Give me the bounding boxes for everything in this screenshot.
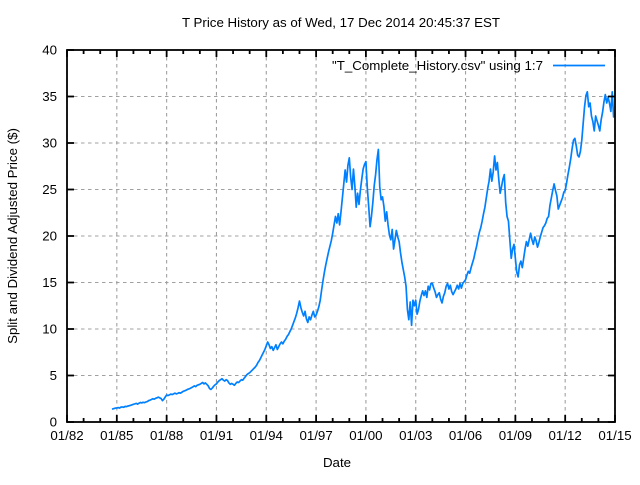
x-tick-label: 01/94 (250, 428, 283, 443)
tick-labels: 01/82 01/85 01/88 01/91 01/94 01/97 01/00 01/03… (42, 43, 631, 444)
x-tick-label: 01/00 (349, 428, 382, 443)
y-tick-label: 25 (42, 182, 57, 197)
y-axis-label: Split and Dividend Adjusted Price ($) (5, 128, 20, 344)
x-tick-label: 01/12 (549, 428, 582, 443)
gridlines (66, 50, 616, 422)
price-line-series (111, 91, 615, 410)
y-tick-label: 35 (42, 89, 57, 104)
axis-ticks (66, 49, 616, 423)
x-tick-label: 01/82 (50, 428, 83, 443)
x-tick-label: 01/09 (499, 428, 532, 443)
x-tick-label: 01/88 (150, 428, 183, 443)
x-tick-label: 01/15 (598, 428, 631, 443)
x-tick-label: 01/03 (399, 428, 432, 443)
x-tick-label: 01/97 (299, 428, 332, 443)
y-tick-label: 30 (42, 136, 57, 151)
y-tick-label: 5 (50, 368, 57, 383)
y-tick-label: 10 (42, 322, 57, 337)
y-tick-label: 20 (42, 229, 57, 244)
x-tick-label: 01/85 (100, 428, 133, 443)
x-tick-label: 01/06 (449, 428, 482, 443)
y-tick-label: 15 (42, 275, 57, 290)
y-tick-label: 0 (50, 415, 57, 430)
x-tick-label: 01/91 (200, 428, 233, 443)
y-tick-label: 40 (42, 43, 57, 58)
x-axis-label: Date (323, 455, 351, 470)
chart-title: T Price History as of Wed, 17 Dec 2014 2… (182, 15, 500, 30)
legend-label: "T_Complete_History.csv" using 1:7 (332, 58, 543, 73)
